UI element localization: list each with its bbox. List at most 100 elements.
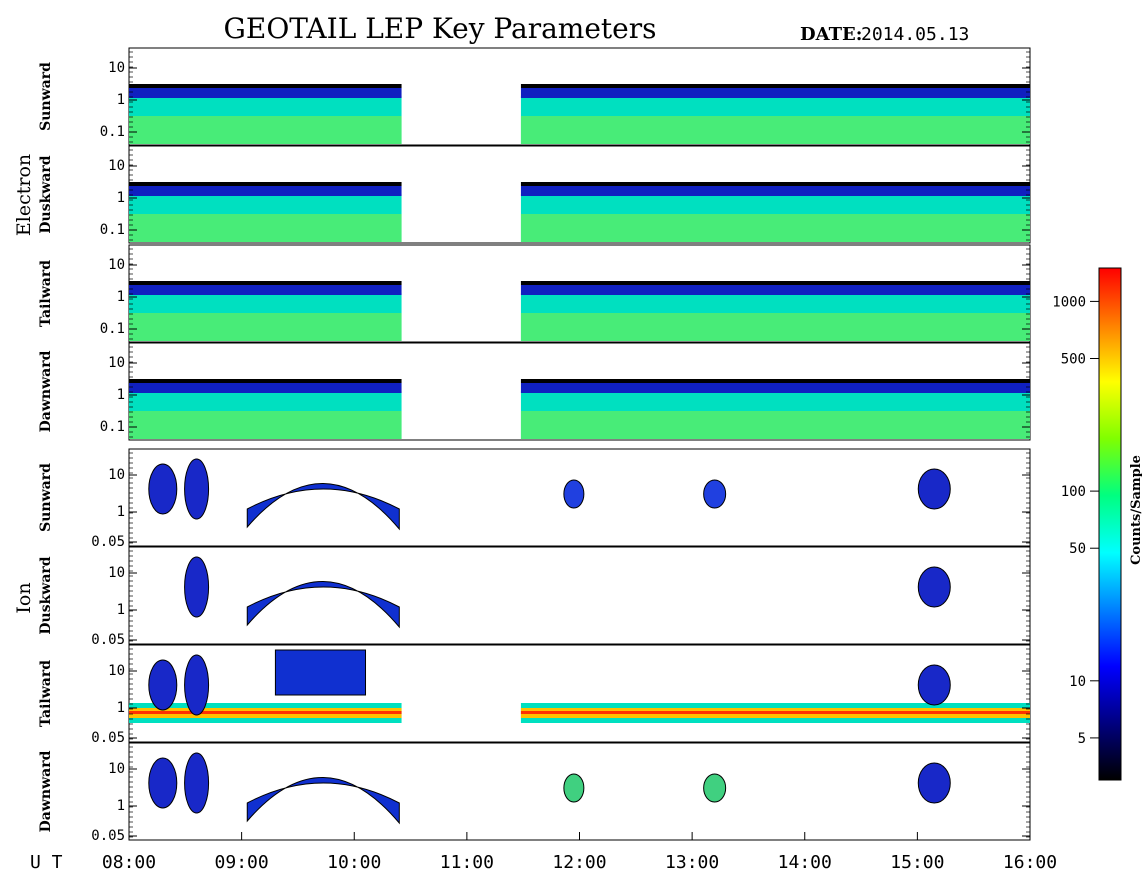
ion-patch xyxy=(917,566,951,608)
spectrum-cutoff xyxy=(129,182,402,186)
ion-patch xyxy=(148,659,178,711)
y-tick-label: 0.05 xyxy=(91,534,125,550)
ion-patch xyxy=(148,757,178,809)
colorbar-tick-label: 500 xyxy=(1061,352,1086,368)
ion-patch xyxy=(148,463,178,515)
colorbar-tick-label: 10 xyxy=(1069,674,1086,690)
y-tick-label: 1 xyxy=(117,700,125,716)
ion-burst xyxy=(246,777,400,825)
group-label-electron: Electron xyxy=(13,154,35,236)
colorbar-tick-label: 100 xyxy=(1061,484,1086,500)
spectrum-edge xyxy=(129,285,402,295)
colorbar-tick-label: 5 xyxy=(1078,731,1086,747)
y-tick-label: 10 xyxy=(108,565,125,581)
spectrum-cutoff xyxy=(520,84,1030,88)
y-tick-label: 10 xyxy=(108,158,125,174)
y-tick-label: 1 xyxy=(117,798,125,814)
spectrum-edge xyxy=(129,383,402,393)
panel-label: Duskward xyxy=(38,556,54,634)
group-label-ion: Ion xyxy=(13,582,35,613)
y-tick-label: 0.1 xyxy=(100,419,125,435)
spectrum-edge xyxy=(520,285,1030,295)
ion-patch xyxy=(563,773,585,803)
y-tick-label: 0.1 xyxy=(100,321,125,337)
panel-label: Sunward xyxy=(38,62,54,131)
panel-ion-sunward: Sunward 10 1 0.05 xyxy=(38,448,1031,550)
ion-patch xyxy=(917,762,951,804)
ion-burst xyxy=(246,581,400,629)
ion-patch xyxy=(563,479,585,509)
y-tick-label: 10 xyxy=(108,663,125,679)
panel-label: Dawnward xyxy=(38,750,54,832)
panel-electron-sunward: Sunward 10 1 0.1 xyxy=(38,47,1031,146)
x-tick-label: 10:00 xyxy=(327,852,381,873)
spectrum-edge xyxy=(520,186,1030,196)
panel-electron-duskward: Duskward 10 1 0.1 xyxy=(38,145,1031,244)
panel-label: Dawnward xyxy=(38,350,54,432)
spectrogram-panels: Electron Sunward 10 1 0.1 Duskward 10 1 0.1 Tailw… xyxy=(13,47,1031,844)
panel-label: Tailward xyxy=(38,660,54,727)
spectrum-peak xyxy=(520,711,1030,714)
time-axis: U T 08:00 09:00 10:00 11:00 12:00 13:00 14:00 1… xyxy=(30,832,1057,873)
y-tick-label: 0.05 xyxy=(91,730,125,746)
colorbar: Counts/Sample 1000 500 100 50 10 5 xyxy=(1052,267,1142,781)
y-tick-label: 1 xyxy=(117,92,125,108)
panel-label: Duskward xyxy=(38,155,54,233)
colorbar-scale xyxy=(1098,267,1122,781)
y-tick-label: 1 xyxy=(117,190,125,206)
x-tick-label: 12:00 xyxy=(552,852,606,873)
panel-label: Tailward xyxy=(38,260,54,327)
spectrum-core xyxy=(129,411,402,439)
date-label: DATE: xyxy=(800,24,862,45)
colorbar-tick-label: 50 xyxy=(1069,541,1086,557)
panel-frame xyxy=(128,546,1031,645)
x-tick-label: 11:00 xyxy=(440,852,494,873)
x-tick-label: 16:00 xyxy=(1003,852,1057,873)
ion-patch xyxy=(184,654,210,716)
ion-patch xyxy=(703,479,727,509)
spectrum-core xyxy=(129,116,402,144)
ion-burst xyxy=(274,649,367,696)
colorbar-label: Counts/Sample xyxy=(1129,455,1142,565)
colorbar-tick-label: 1000 xyxy=(1052,294,1086,310)
y-tick-label: 10 xyxy=(108,761,125,777)
spectrum-peak xyxy=(129,711,402,714)
spectrum-core xyxy=(520,214,1030,242)
spectrum-core xyxy=(129,313,402,341)
x-tick-label: 13:00 xyxy=(665,852,719,873)
ion-patch xyxy=(917,664,951,706)
ion-patch xyxy=(184,458,210,520)
spectrum-edge xyxy=(520,88,1030,98)
y-tick-label: 0.05 xyxy=(91,828,125,844)
spectrum-cutoff xyxy=(129,281,402,285)
spectrum-cutoff xyxy=(520,182,1030,186)
y-tick-label: 1 xyxy=(117,602,125,618)
spectrum-edge xyxy=(129,88,402,98)
date-value: 2014.05.13 xyxy=(861,24,969,45)
panel-ion-dawnward: Dawnward 10 1 0.05 xyxy=(38,742,1031,844)
y-tick-label: 0.1 xyxy=(100,124,125,140)
x-tick-label: 09:00 xyxy=(215,852,269,873)
panel-electron-dawnward: Dawnward 10 1 0.1 xyxy=(38,342,1031,441)
spectrum-edge xyxy=(520,383,1030,393)
x-tick-label: 15:00 xyxy=(890,852,944,873)
spectrum-core xyxy=(520,411,1030,439)
x-axis-label: U T xyxy=(30,852,63,873)
ion-burst xyxy=(246,483,400,531)
ion-patch xyxy=(184,752,210,814)
y-tick-label: 0.1 xyxy=(100,222,125,238)
ion-patch xyxy=(184,556,210,618)
x-tick-label: 14:00 xyxy=(778,852,832,873)
spectrum-core xyxy=(520,116,1030,144)
spectrum-cutoff xyxy=(129,379,402,383)
ion-patch xyxy=(917,468,951,510)
y-tick-label: 0.05 xyxy=(91,632,125,648)
panel-electron-tailward: Tailward 10 1 0.1 xyxy=(38,244,1031,343)
spectrum-cutoff xyxy=(129,84,402,88)
y-tick-label: 10 xyxy=(108,257,125,273)
x-tick-label: 08:00 xyxy=(102,852,156,873)
y-tick-label: 1 xyxy=(117,504,125,520)
y-tick-label: 10 xyxy=(108,60,125,76)
spectrum-core xyxy=(520,313,1030,341)
